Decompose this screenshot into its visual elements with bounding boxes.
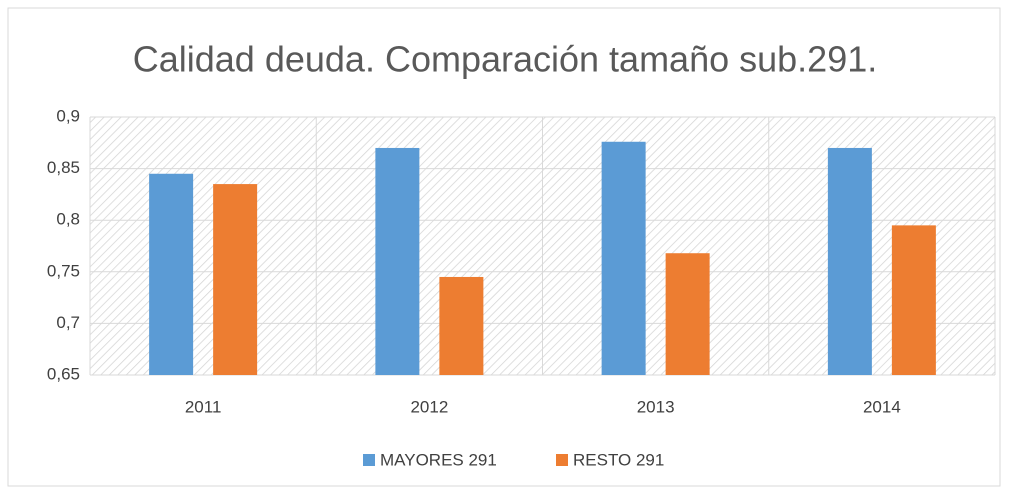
y-tick-label: 0,75 [47, 261, 80, 280]
bar [375, 147, 420, 375]
legend-swatch [556, 454, 568, 466]
x-tick-label: 2012 [410, 397, 448, 416]
chart-title: Calidad deuda. Comparación tamaño sub.29… [133, 39, 878, 80]
x-tick-label: 2014 [863, 397, 901, 416]
bar [891, 225, 936, 375]
bar [213, 184, 258, 375]
bar [827, 147, 872, 375]
y-tick-label: 0,8 [56, 210, 80, 229]
bar [665, 253, 710, 375]
bar [149, 173, 194, 375]
bar [601, 141, 646, 375]
bar [439, 276, 484, 375]
x-tick-label: 2013 [637, 397, 675, 416]
y-tick-label: 0,9 [56, 106, 80, 125]
legend-swatch [363, 454, 375, 466]
legend-label: MAYORES 291 [380, 450, 497, 469]
x-tick-label: 2011 [185, 397, 222, 416]
legend-label: RESTO 291 [573, 450, 664, 469]
y-tick-label: 0,85 [47, 158, 80, 177]
y-tick-label: 0,65 [47, 364, 80, 383]
y-tick-label: 0,7 [56, 313, 80, 332]
